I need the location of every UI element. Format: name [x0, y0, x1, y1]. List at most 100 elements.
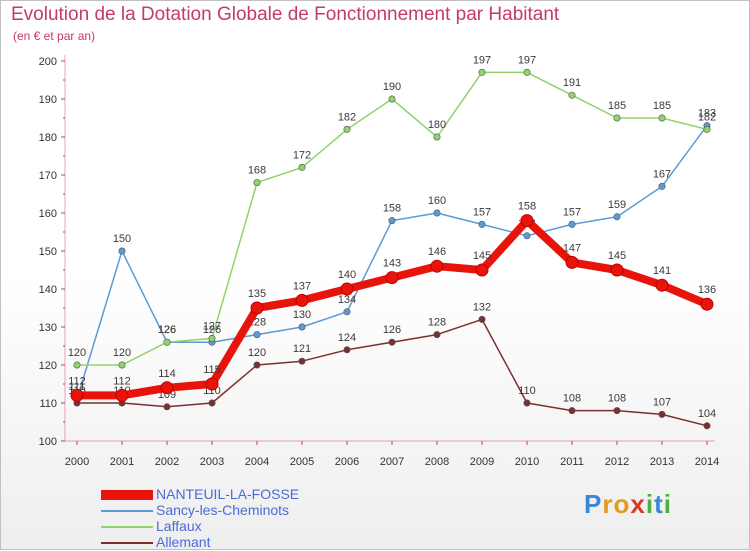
data-point-2-14	[703, 422, 711, 430]
data-label-2-10: 110	[518, 385, 536, 397]
data-point-1-14	[703, 125, 711, 133]
data-point-1-8	[433, 133, 441, 141]
data-label-0-12: 159	[608, 199, 626, 211]
data-label-0-6: 134	[338, 294, 356, 306]
data-label-3-1: 112	[113, 375, 131, 387]
data-point-2-3	[208, 399, 216, 407]
data-point-1-4	[253, 179, 261, 187]
x-tick-label-12: 2012	[605, 456, 629, 468]
data-label-2-6: 124	[338, 332, 356, 344]
chart-title: Evolution de la Dotation Globale de Fonc…	[11, 4, 560, 25]
data-label-0-9: 157	[473, 206, 491, 218]
data-label-1-13: 185	[653, 100, 671, 112]
legend-label-nanteuil: NANTEUIL-LA-FOSSE	[156, 486, 300, 502]
legend: NANTEUIL-LA-FOSSE Sancy-les-Cheminots La…	[101, 486, 401, 551]
legend-swatch-laffaux	[101, 526, 153, 528]
data-point-2-6	[343, 346, 351, 354]
data-label-1-7: 190	[383, 81, 401, 93]
legend-label-laffaux: Laffaux	[156, 518, 202, 534]
data-point-1-13	[658, 114, 666, 122]
data-point-1-12	[613, 114, 621, 122]
data-label-3-12: 145	[608, 250, 626, 262]
x-tick-label-5: 2005	[290, 456, 314, 468]
data-label-1-1: 120	[113, 347, 131, 359]
y-tick-label-3: 130	[39, 322, 57, 334]
data-label-2-11: 108	[563, 393, 581, 405]
y-tick-label-10: 200	[39, 56, 57, 68]
data-point-1-3	[208, 334, 216, 342]
legend-item-nanteuil: NANTEUIL-LA-FOSSE	[101, 486, 401, 503]
data-label-0-8: 160	[428, 195, 446, 207]
data-label-0-11: 157	[563, 206, 581, 218]
x-tick-label-11: 2011	[560, 456, 584, 468]
data-point-1-5	[298, 163, 306, 171]
legend-label-allemant: Allemant	[156, 534, 211, 550]
data-label-2-9: 132	[473, 301, 491, 313]
data-point-0-9	[478, 220, 486, 228]
data-point-2-11	[568, 407, 576, 415]
data-label-1-4: 168	[248, 165, 266, 177]
y-tick-label-6: 160	[39, 208, 57, 220]
data-point-1-1	[118, 361, 126, 369]
data-label-2-5: 121	[293, 343, 311, 355]
data-point-0-12	[613, 213, 621, 221]
data-point-3-4	[250, 301, 264, 315]
data-point-0-1	[118, 247, 126, 255]
legend-swatch-allemant	[101, 542, 153, 544]
chart-subtitle: (en € et par an)	[13, 29, 96, 43]
data-label-2-4: 120	[248, 347, 266, 359]
data-label-0-13: 167	[653, 168, 671, 180]
data-label-1-12: 185	[608, 100, 626, 112]
legend-swatch-nanteuil	[101, 490, 153, 500]
data-point-3-14	[700, 297, 714, 311]
data-point-3-7	[385, 271, 399, 285]
data-point-1-10	[523, 68, 531, 76]
data-label-0-14: 183	[698, 108, 716, 120]
data-point-2-12	[613, 407, 621, 415]
y-tick-label-0: 100	[39, 436, 57, 448]
data-label-0-5: 130	[293, 309, 311, 321]
data-label-3-8: 146	[428, 246, 446, 258]
data-label-2-14: 104	[698, 408, 716, 420]
data-point-3-9	[475, 263, 489, 277]
data-label-1-3: 127	[203, 320, 221, 332]
y-tick-label-7: 170	[39, 170, 57, 182]
data-label-3-9: 145	[473, 250, 491, 262]
data-label-2-8: 128	[428, 317, 446, 329]
y-tick-label-5: 150	[39, 246, 57, 258]
data-point-3-3	[205, 377, 219, 391]
legend-item-allemant: Allemant	[101, 534, 401, 551]
data-label-3-10: 158	[518, 201, 536, 213]
data-point-0-8	[433, 209, 441, 217]
data-point-3-6	[340, 282, 354, 296]
legend-item-laffaux: Laffaux	[101, 518, 401, 535]
data-label-1-9: 197	[473, 54, 491, 66]
data-label-0-3: 126	[203, 324, 221, 336]
y-tick-label-4: 140	[39, 284, 57, 296]
data-point-2-4	[253, 361, 261, 369]
y-tick-label-2: 120	[39, 360, 57, 372]
data-point-2-10	[523, 399, 531, 407]
data-point-3-0	[70, 388, 84, 402]
data-point-0-4	[253, 331, 261, 339]
data-label-1-10: 197	[518, 54, 536, 66]
x-tick-label-13: 2013	[650, 456, 674, 468]
data-label-0-7: 158	[383, 203, 401, 215]
data-label-0-1: 150	[113, 233, 131, 245]
data-point-1-7	[388, 95, 396, 103]
data-point-3-5	[295, 293, 309, 307]
data-point-2-2	[163, 403, 171, 411]
data-point-0-13	[658, 182, 666, 190]
data-point-2-9	[478, 315, 486, 323]
data-point-3-12	[610, 263, 624, 277]
data-label-2-13: 107	[653, 396, 671, 408]
data-point-1-11	[568, 91, 576, 99]
legend-item-sancy: Sancy-les-Cheminots	[101, 502, 401, 519]
data-label-2-7: 126	[383, 324, 401, 336]
data-label-3-5: 137	[293, 280, 311, 292]
data-point-3-2	[160, 381, 174, 395]
data-point-3-1	[115, 388, 129, 402]
data-label-1-14: 182	[698, 111, 716, 123]
x-tick-label-10: 2010	[515, 456, 539, 468]
